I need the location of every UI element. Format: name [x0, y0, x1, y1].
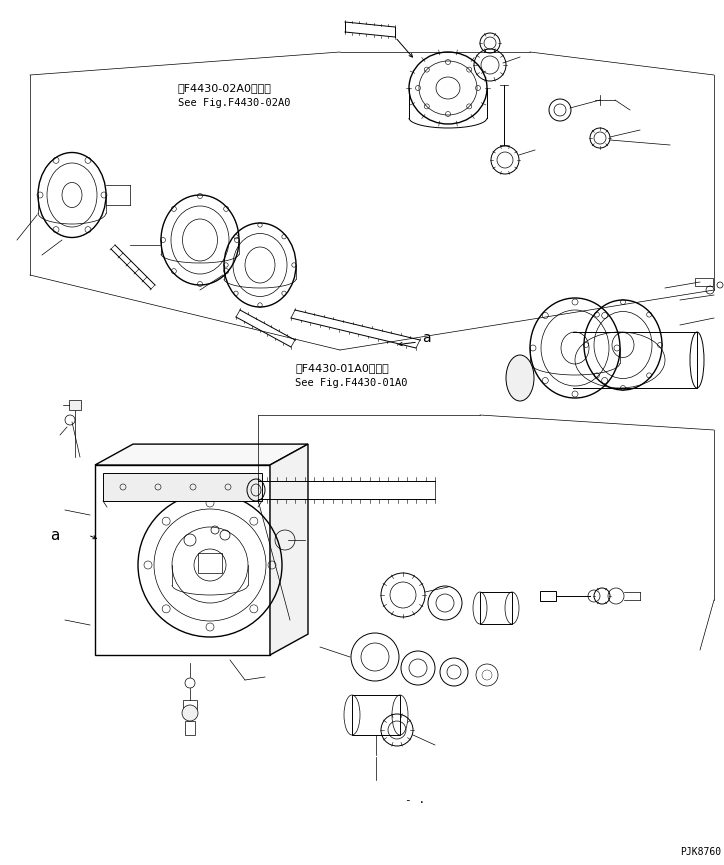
- Bar: [352, 695, 400, 735]
- Circle shape: [182, 705, 198, 721]
- Bar: [540, 591, 556, 601]
- Text: See Fig.F4430-01A0: See Fig.F4430-01A0: [295, 378, 408, 388]
- Bar: [95, 465, 270, 655]
- Bar: [695, 278, 713, 286]
- Bar: [69, 400, 81, 410]
- Bar: [480, 592, 512, 624]
- Text: 第F4430-02A0図参照: 第F4430-02A0図参照: [178, 83, 272, 93]
- Text: PJK8760: PJK8760: [680, 847, 721, 857]
- Polygon shape: [95, 444, 308, 465]
- Bar: [185, 721, 195, 735]
- Bar: [183, 700, 197, 709]
- Bar: [198, 553, 222, 573]
- Text: - .: - .: [405, 795, 425, 805]
- Bar: [103, 473, 262, 501]
- Text: See Fig.F4430-02A0: See Fig.F4430-02A0: [178, 98, 290, 108]
- Text: a: a: [50, 528, 59, 542]
- Polygon shape: [270, 444, 308, 655]
- Text: a: a: [422, 331, 431, 345]
- Ellipse shape: [506, 355, 534, 401]
- Text: 第F4430-01A0図参照: 第F4430-01A0図参照: [295, 363, 389, 373]
